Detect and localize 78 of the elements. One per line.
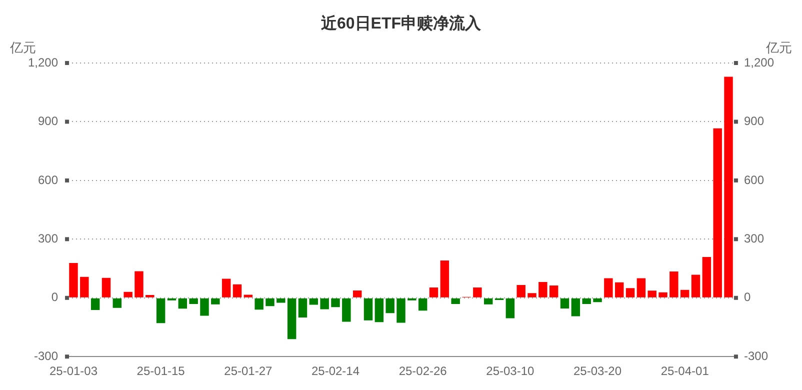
bar — [276, 298, 286, 303]
bar — [604, 278, 613, 298]
x-tick-label: 25-02-14 — [311, 364, 360, 378]
bar — [648, 290, 656, 298]
bar — [484, 298, 493, 304]
bar — [298, 298, 308, 318]
bar — [593, 298, 602, 302]
bar — [287, 298, 296, 340]
y2-tick-label: 0 — [744, 290, 751, 304]
bar — [374, 298, 384, 322]
bar — [320, 298, 329, 310]
x-tick-label: 25-03-10 — [486, 364, 535, 378]
bar — [571, 298, 580, 316]
bar — [702, 256, 712, 298]
y2-axis-title: 亿元 — [765, 40, 792, 56]
bar — [90, 298, 100, 310]
bar — [112, 298, 122, 308]
bar — [582, 298, 591, 304]
bar — [69, 263, 78, 298]
bar — [549, 286, 558, 298]
y-tick-label: 0 — [51, 290, 58, 304]
x-tick-label: 25-01-27 — [224, 364, 272, 378]
bar — [266, 298, 274, 306]
x-tick-label: 25-04-01 — [660, 364, 710, 378]
bar — [680, 290, 690, 298]
x-tick-label: 25-02-26 — [398, 364, 448, 378]
bar — [309, 298, 318, 305]
bar — [418, 298, 428, 311]
y2-tick-label: 600 — [744, 172, 764, 187]
y2-tick-label: 1,200 — [744, 55, 774, 70]
bar — [352, 290, 362, 298]
bar — [232, 284, 242, 298]
y-tick-label: 600 — [38, 172, 58, 187]
y2-tick-label: -300 — [744, 348, 768, 363]
bar — [396, 298, 406, 323]
y-axis-title: 亿元 — [9, 40, 36, 56]
bar — [211, 298, 220, 304]
bar — [222, 278, 231, 298]
bar — [124, 292, 132, 298]
bar — [80, 276, 89, 298]
x-tick-label: 25-01-15 — [136, 364, 186, 378]
bar — [528, 293, 536, 298]
bar — [200, 298, 209, 316]
bar — [178, 298, 188, 309]
bar — [560, 298, 570, 308]
x-tick-label: 25-01-03 — [49, 364, 98, 378]
x-tick-label: 25-03-20 — [573, 364, 622, 378]
bar — [429, 288, 438, 298]
bar — [134, 271, 144, 298]
bar — [451, 298, 460, 304]
bar — [691, 274, 700, 298]
bar — [342, 298, 351, 322]
y2-tick-label: 300 — [744, 231, 764, 246]
bar — [626, 288, 635, 298]
y-tick-label: 300 — [38, 231, 58, 246]
bar — [102, 278, 111, 298]
bar — [189, 298, 198, 304]
y2-tick-label: 900 — [744, 114, 764, 128]
bar — [473, 288, 482, 298]
bar — [440, 260, 450, 298]
bar — [506, 298, 515, 318]
bar — [254, 298, 264, 310]
bar — [614, 282, 624, 298]
bar — [156, 298, 166, 324]
bar — [386, 298, 394, 314]
bar — [364, 298, 373, 320]
chart-title: 近60日ETF申赎净流入 — [320, 13, 482, 32]
bar — [670, 271, 678, 298]
bar — [331, 298, 340, 308]
bar — [658, 292, 668, 298]
y-tick-label: -300 — [34, 348, 58, 363]
y-tick-label: 1,200 — [28, 55, 58, 70]
y-tick-label: 900 — [38, 114, 58, 128]
bar — [636, 278, 646, 298]
bar — [244, 294, 253, 298]
bar — [538, 282, 548, 298]
bar — [516, 284, 526, 298]
bar — [146, 294, 154, 298]
